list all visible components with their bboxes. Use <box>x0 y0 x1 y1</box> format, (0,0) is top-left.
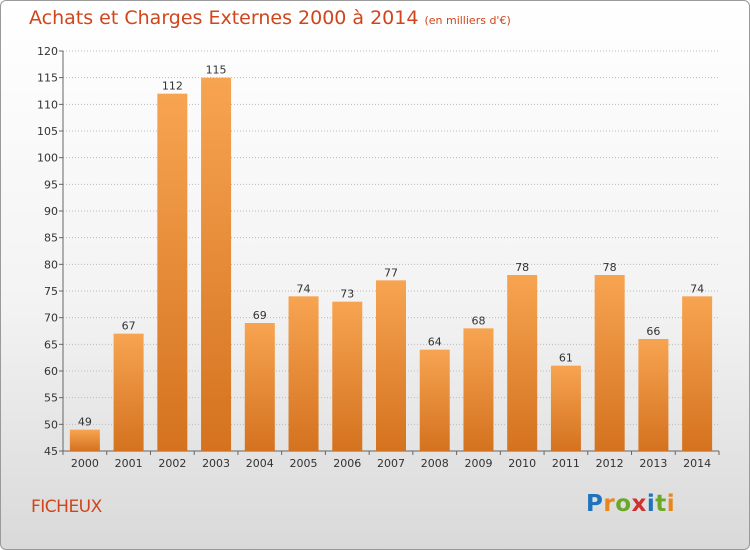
logo-letter: o <box>615 491 632 517</box>
chart-title: Achats et Charges Externes 2000 à 2014 (e… <box>29 7 511 29</box>
y-tick-label: 95 <box>44 178 58 191</box>
x-tick-label: 2009 <box>464 457 492 470</box>
x-tick-label: 2000 <box>71 457 99 470</box>
data-label-2001: 67 <box>122 320 136 333</box>
x-tick-label: 2006 <box>333 457 361 470</box>
data-label-2014: 74 <box>690 282 704 295</box>
proxiti-logo[interactable]: Proxiti <box>586 491 675 517</box>
y-tick-label: 110 <box>37 98 58 111</box>
y-tick-label: 65 <box>44 338 58 351</box>
commune-name: FICHEUX <box>31 497 102 517</box>
bar-2005 <box>288 296 319 451</box>
x-tick-label: 2012 <box>596 457 624 470</box>
y-tick-label: 50 <box>44 418 58 431</box>
y-tick-label: 80 <box>44 258 58 271</box>
chart-title-text: Achats et Charges Externes 2000 à 2014 <box>29 7 419 29</box>
logo-letter: t <box>655 491 667 517</box>
y-tick-label: 60 <box>44 365 58 378</box>
y-tick-label: 105 <box>37 125 58 138</box>
y-tick-label: 115 <box>37 72 58 85</box>
y-tick-label: 70 <box>44 312 58 325</box>
x-tick-label: 2001 <box>115 457 143 470</box>
bar-2014 <box>682 296 713 451</box>
bar-2007 <box>376 280 406 451</box>
data-label-2000: 49 <box>78 416 92 429</box>
bar-2013 <box>638 339 669 451</box>
x-tick-label: 2014 <box>683 457 711 470</box>
bar-2012 <box>594 275 625 451</box>
data-label-2007: 77 <box>384 266 398 279</box>
bar-2006 <box>332 301 363 451</box>
y-tick-label: 85 <box>44 232 58 245</box>
data-label-2003: 115 <box>206 64 227 77</box>
logo-letter: x <box>631 491 647 517</box>
data-label-2011: 61 <box>559 352 573 365</box>
axes: 45 50 55 60 65 70 75 80 85 90 95 100 105 110 115 120 200… <box>37 45 720 470</box>
data-label-2004: 69 <box>253 309 267 322</box>
y-tick-label: 55 <box>44 392 58 405</box>
logo-letter: P <box>586 491 604 517</box>
data-labels: 49 67 112 115 69 74 73 77 64 68 78 61 78 66 74 <box>78 64 704 429</box>
x-tick-label: 2011 <box>552 457 580 470</box>
x-tick-label: 2002 <box>158 457 186 470</box>
bar-2001 <box>113 333 144 451</box>
data-label-2005: 74 <box>297 282 311 295</box>
data-label-2006: 73 <box>340 288 354 301</box>
bar-2000 <box>69 429 100 451</box>
bar-2011 <box>550 365 581 451</box>
bars <box>69 77 713 452</box>
y-tick-label: 75 <box>44 285 58 298</box>
chart-unit: (en milliers d'€) <box>424 14 511 27</box>
bar-2002 <box>157 93 188 452</box>
logo-letter: i <box>646 491 656 517</box>
y-tick-label: 90 <box>44 205 58 218</box>
data-label-2002: 112 <box>162 80 183 93</box>
x-tick-label: 2007 <box>377 457 405 470</box>
data-label-2013: 66 <box>646 325 660 338</box>
logo-letter: r <box>603 491 616 517</box>
data-label-2008: 64 <box>428 336 442 349</box>
x-tick-label: 2010 <box>508 457 536 470</box>
bar-2008 <box>419 349 450 451</box>
data-label-2010: 78 <box>515 261 529 274</box>
data-label-2012: 78 <box>603 261 617 274</box>
bar-2003 <box>201 77 232 452</box>
x-tick-label: 2013 <box>639 457 667 470</box>
y-tick-label: 120 <box>37 45 58 58</box>
x-tick-label: 2003 <box>202 457 230 470</box>
bar-2004 <box>244 323 275 451</box>
logo-letter: i <box>666 491 676 517</box>
x-tick-label: 2008 <box>421 457 449 470</box>
x-tick-label: 2005 <box>290 457 318 470</box>
data-label-2009: 68 <box>471 314 485 327</box>
bar-2010 <box>507 275 538 451</box>
y-tick-label: 100 <box>37 152 58 165</box>
x-tick-label: 2004 <box>246 457 274 470</box>
bar-2009 <box>463 328 494 451</box>
y-tick-label: 45 <box>44 445 58 458</box>
